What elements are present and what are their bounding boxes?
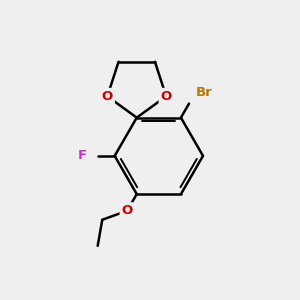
- Text: O: O: [160, 90, 172, 103]
- Text: O: O: [102, 90, 113, 103]
- Text: O: O: [122, 204, 133, 217]
- Text: Br: Br: [196, 85, 212, 99]
- Text: F: F: [78, 149, 87, 162]
